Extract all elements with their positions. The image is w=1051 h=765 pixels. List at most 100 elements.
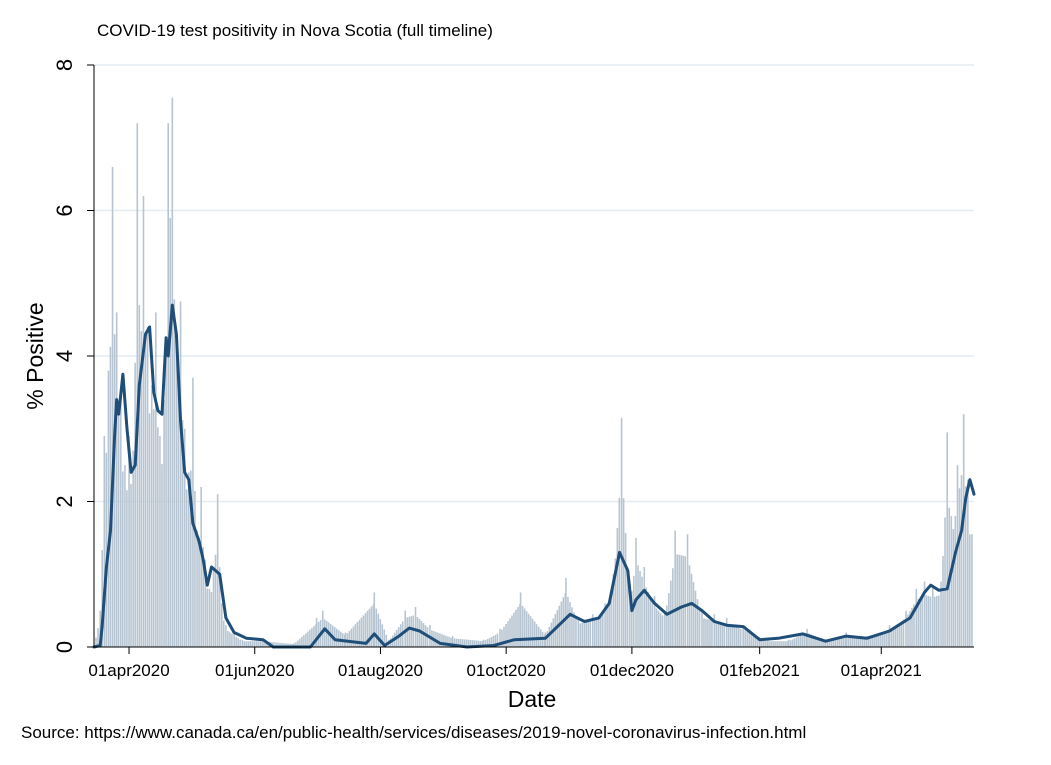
daily-bar xyxy=(820,639,822,647)
daily-bar xyxy=(727,624,730,647)
daily-bar xyxy=(385,634,388,647)
daily-bar xyxy=(305,633,307,647)
daily-bar xyxy=(639,570,641,647)
daily-bar xyxy=(931,585,934,647)
daily-bar xyxy=(834,638,837,647)
daily-bar xyxy=(477,640,480,647)
daily-bar xyxy=(762,638,764,647)
daily-bar xyxy=(177,384,180,647)
daily-bar xyxy=(604,603,606,647)
daily-bar xyxy=(95,637,97,647)
daily-bar xyxy=(443,634,445,647)
daily-bar xyxy=(362,615,365,647)
daily-bar xyxy=(567,596,569,647)
daily-bar xyxy=(99,610,101,647)
x-tick-label: 01jun2020 xyxy=(215,661,294,680)
x-tick-label: 01dec2020 xyxy=(590,661,674,680)
y-tick-label: 4 xyxy=(52,350,77,362)
daily-bar xyxy=(969,534,971,647)
daily-bar xyxy=(579,623,582,647)
gridlines xyxy=(94,64,974,503)
daily-bar xyxy=(866,636,868,647)
daily-bar xyxy=(313,626,315,647)
daily-bar xyxy=(546,631,549,647)
daily-bar xyxy=(210,591,213,647)
daily-bar xyxy=(222,620,225,647)
daily-bar xyxy=(237,638,239,647)
y-tick-label: 8 xyxy=(52,59,77,71)
daily-bar xyxy=(694,590,697,647)
daily-bar xyxy=(231,633,233,647)
daily-bar xyxy=(725,617,728,647)
daily-bar xyxy=(818,638,820,647)
daily-bar xyxy=(552,618,555,647)
daily-bar xyxy=(868,637,870,647)
daily-bar xyxy=(742,625,744,647)
daily-bar xyxy=(529,616,532,647)
daily-bar xyxy=(863,637,866,647)
daily-bar xyxy=(103,436,106,647)
daily-bar xyxy=(678,554,680,647)
daily-bar xyxy=(676,554,678,647)
daily-bar xyxy=(453,638,456,647)
daily-bar xyxy=(167,123,169,647)
daily-bar xyxy=(163,399,165,647)
daily-bar xyxy=(717,621,720,647)
daily-bar xyxy=(952,529,955,647)
daily-bar xyxy=(840,636,843,647)
x-axis-label: Date xyxy=(508,686,557,712)
daily-bar xyxy=(126,490,128,647)
daily-bar xyxy=(449,637,451,647)
daily-bar xyxy=(696,599,699,647)
daily-bar xyxy=(599,615,602,647)
daily-bar xyxy=(801,634,804,647)
daily-bar xyxy=(206,588,209,647)
daily-bar xyxy=(383,629,386,647)
daily-bar xyxy=(303,635,305,647)
daily-bar xyxy=(624,532,627,647)
daily-bar xyxy=(661,615,664,647)
daily-bar xyxy=(816,637,818,647)
daily-bar xyxy=(119,392,122,647)
daily-bar xyxy=(935,596,938,647)
daily-bar xyxy=(262,639,264,647)
daily-bar xyxy=(894,625,897,647)
daily-bar xyxy=(750,633,752,647)
daily-bar xyxy=(832,638,835,647)
daily-bar xyxy=(622,498,625,647)
daily-bar xyxy=(729,625,732,647)
daily-bar xyxy=(455,638,458,647)
daily-bar xyxy=(849,635,852,647)
daily-bar xyxy=(701,610,703,647)
y-tick-label: 2 xyxy=(52,495,77,507)
daily-bar xyxy=(146,326,149,647)
daily-bar xyxy=(620,417,623,647)
daily-bar xyxy=(469,639,472,647)
daily-bar xyxy=(764,639,766,647)
daily-bar xyxy=(173,299,176,647)
daily-bar xyxy=(760,638,762,647)
daily-bar xyxy=(571,607,573,647)
daily-bar xyxy=(447,636,449,647)
daily-bar xyxy=(668,593,670,647)
daily-bar xyxy=(806,628,808,647)
daily-bar xyxy=(445,635,447,647)
daily-bar xyxy=(739,628,742,647)
daily-bar xyxy=(527,613,530,647)
daily-bar xyxy=(771,641,773,647)
daily-bar xyxy=(420,621,423,647)
daily-bar xyxy=(475,640,478,647)
daily-bar xyxy=(525,611,528,647)
daily-bar xyxy=(672,568,674,647)
y-tick-label: 0 xyxy=(52,641,77,653)
daily-bar xyxy=(589,621,592,647)
daily-bar xyxy=(649,596,652,647)
daily-bar xyxy=(414,606,417,647)
daily-bar xyxy=(575,617,577,647)
daily-bar xyxy=(171,97,174,648)
x-tick-label: 01apr2020 xyxy=(88,661,169,680)
daily-bar xyxy=(789,640,792,647)
daily-bar xyxy=(787,639,790,647)
daily-bar xyxy=(637,565,639,647)
